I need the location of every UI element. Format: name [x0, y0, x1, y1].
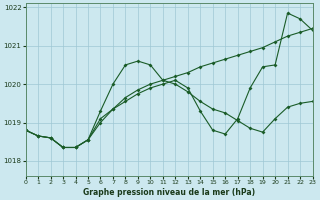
X-axis label: Graphe pression niveau de la mer (hPa): Graphe pression niveau de la mer (hPa) [83, 188, 255, 197]
